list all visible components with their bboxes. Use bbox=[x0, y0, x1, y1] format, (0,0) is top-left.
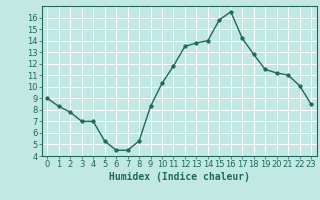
X-axis label: Humidex (Indice chaleur): Humidex (Indice chaleur) bbox=[109, 172, 250, 182]
